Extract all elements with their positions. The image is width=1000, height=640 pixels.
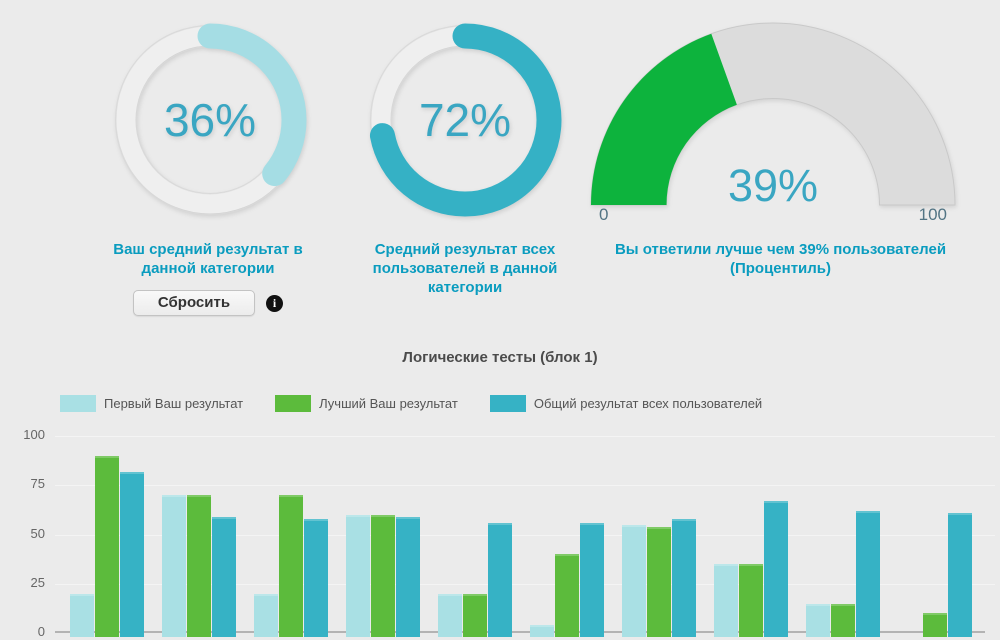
bar-all-users-result [120,471,144,637]
legend: Первый Ваш результат Лучший Ваш результат… [60,395,762,412]
bar-chart: 100 75 50 25 0 [0,420,1000,640]
donut-chart-your-average: 36% [113,23,307,217]
y-axis-tick-label: 0 [37,624,45,639]
donut-value: 72% [419,94,511,146]
bar-best-result [923,613,947,637]
donut-chart-all-users: 72% [368,23,562,217]
bar-best-result [95,455,119,637]
bar-first-result [254,593,278,637]
gridline [55,534,995,536]
x-axis-line [55,631,985,633]
bar-first-result [438,593,462,637]
y-axis-tick-label: 50 [30,525,45,541]
bar-group [806,510,880,637]
info-icon[interactable]: i [266,294,284,312]
legend-label: Лучший Ваш результат [319,396,458,411]
legend-label: Первый Ваш результат [104,396,244,411]
legend-swatch [60,395,96,412]
bar-best-result [647,526,671,637]
bar-best-result [831,603,855,637]
bar-best-result [463,593,487,637]
gridline [55,583,995,585]
bar-group [898,512,972,637]
bar-first-result [162,495,186,637]
reset-row: Сбросить i [88,290,328,316]
bar-group [346,514,420,637]
bar-all-users-result [580,522,604,637]
legend-item[interactable]: Общий результат всех пользователей [489,395,763,412]
bar-group [254,495,328,637]
gauge-min-label: 0 [599,205,609,224]
bar-group [530,522,604,637]
legend-label: Общий результат всех пользователей [533,396,763,411]
gauge-value: 39% [727,160,819,211]
bar-all-users-result [396,516,420,637]
bar-all-users-result [672,518,696,637]
bar-first-result [806,603,830,637]
chart-title: Логические тесты (блок 1) [402,349,598,366]
caption-percentile: Вы ответили лучше чем 39% пользователей … [614,241,947,277]
bar-first-result [714,564,738,637]
bar-first-result [70,593,94,637]
bar-group [162,495,236,637]
gauge-chart-percentile: 39% 0 100 [579,19,967,229]
bar-all-users-result [488,522,512,637]
bar-best-result [187,495,211,637]
bar-group [622,518,696,637]
gridline [55,436,995,437]
bar-all-users-result [764,501,788,637]
bar-best-result [555,554,579,637]
legend-swatch [275,395,312,412]
bar-group [438,522,512,637]
bar-first-result [622,524,646,637]
bar-first-result [346,514,370,637]
bar-all-users-result [856,510,880,637]
gauge-fill [591,33,737,205]
donut-value: 36% [164,94,256,146]
y-axis-tick-label: 75 [30,476,45,492]
bar-first-result [530,625,554,637]
y-axis-tick-label: 25 [30,574,45,590]
legend-item[interactable]: Первый Ваш результат [60,395,243,412]
bars-row [70,420,972,637]
legend-item[interactable]: Лучший Ваш результат [275,395,458,412]
bar-best-result [739,564,763,637]
donut-arc [368,23,562,217]
bar-all-users-result [304,518,328,637]
reset-button[interactable]: Сбросить [132,290,256,316]
y-axis-tick-label: 100 [23,427,45,442]
caption-your-average: Ваш средний результат в данной категории [113,241,303,277]
caption-all-users: Средний результат всех пользователей в д… [372,241,558,296]
bar-group [70,455,144,637]
donut-arc [113,23,307,217]
bar-all-users-result [948,512,972,637]
bar-all-users-result [212,516,236,637]
legend-swatch [489,395,526,412]
bar-best-result [371,514,395,637]
gauge-max-label: 100 [918,205,947,224]
bar-best-result [279,495,303,637]
gauge-svg [590,22,956,206]
bar-group [714,501,788,637]
gridline [55,485,995,487]
